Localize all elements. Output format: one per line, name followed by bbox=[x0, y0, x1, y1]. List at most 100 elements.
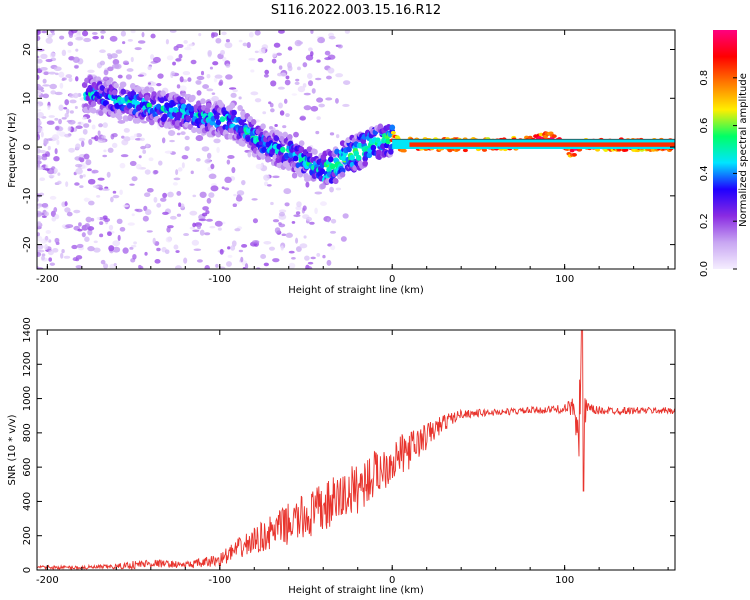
spectrogram-noise-blob bbox=[184, 135, 190, 141]
spectrogram-ridge-blob bbox=[144, 86, 150, 93]
spectrogram-noise-blob bbox=[131, 176, 138, 182]
spectrogram-noise-blob bbox=[75, 168, 83, 175]
spectrogram-ridge-blob bbox=[551, 134, 557, 138]
snr-x-tick-label: -200 bbox=[36, 575, 59, 586]
spectrogram-noise-blob bbox=[57, 172, 61, 176]
snr-y-tick-label: 0 bbox=[22, 567, 33, 573]
spectrogram-noise-blob bbox=[88, 200, 95, 206]
spectrogram-noise-blob bbox=[238, 96, 242, 100]
spectrogram-noise-blob bbox=[173, 45, 179, 51]
spectrogram-noise-blob bbox=[68, 93, 75, 98]
spectrogram-noise-blob bbox=[64, 133, 72, 138]
spectrogram-y-tick-label: -20 bbox=[22, 236, 33, 252]
spectrogram-noise-blob bbox=[74, 182, 80, 186]
spectrogram-noise-blob bbox=[157, 73, 164, 79]
spectrogram-noise-blob bbox=[270, 201, 274, 206]
spectrogram-ridge-blob bbox=[401, 148, 407, 153]
spectrogram-noise-blob bbox=[166, 226, 171, 233]
spectrogram-noise-blob bbox=[88, 138, 93, 145]
spectrogram-ridge-blob bbox=[542, 134, 548, 139]
spectrogram-noise-blob bbox=[220, 49, 225, 56]
spectrogram-noise-blob bbox=[162, 211, 169, 216]
spectrogram-ridge-blob bbox=[362, 160, 369, 167]
spectrogram-noise-blob bbox=[41, 215, 47, 218]
spectrogram-noise-blob bbox=[102, 76, 110, 82]
spectrogram-noise-blob bbox=[200, 70, 205, 76]
spectrogram-noise-blob bbox=[302, 62, 308, 68]
spectrogram-noise-blob bbox=[224, 42, 233, 49]
spectrogram-ridge-blob bbox=[273, 135, 280, 142]
spectrogram-noise-blob bbox=[269, 102, 274, 108]
spectrogram-noise-blob bbox=[112, 190, 117, 194]
snr-x-label: Height of straight line (km) bbox=[288, 585, 424, 596]
spectrogram-noise-blob bbox=[129, 135, 136, 141]
spectrogram-noise-blob bbox=[340, 236, 347, 242]
spectrogram-noise-blob bbox=[117, 74, 123, 79]
spectrogram-marks bbox=[37, 30, 675, 269]
spectrogram-noise-blob bbox=[68, 33, 74, 38]
spectrogram-noise-blob bbox=[201, 146, 210, 152]
spectrogram-ridge-blob bbox=[130, 83, 136, 90]
spectrogram-noise-blob bbox=[226, 159, 231, 165]
spectrogram-ridge-blob bbox=[162, 113, 168, 120]
spectrogram-noise-blob bbox=[305, 265, 313, 269]
spectrogram-noise-blob bbox=[49, 83, 58, 90]
spectrogram-ridge-blob bbox=[265, 156, 271, 163]
spectrogram-noise-blob bbox=[225, 39, 230, 43]
spectrogram-ridge-blob bbox=[346, 146, 352, 153]
spectrogram-ridge-blob bbox=[102, 100, 109, 107]
spectrogram-blobs bbox=[37, 30, 675, 269]
spectrogram-noise-blob bbox=[279, 110, 285, 116]
spectrogram-ridge-blob bbox=[215, 119, 222, 126]
spectrogram-noise-blob bbox=[183, 233, 190, 236]
spectrogram-noise-blob bbox=[213, 77, 218, 83]
spectrogram-noise-blob bbox=[99, 233, 104, 238]
spectrogram-noise-blob bbox=[262, 111, 267, 115]
spectrogram-noise-blob bbox=[314, 191, 323, 195]
spectrogram-noise-blob bbox=[98, 123, 103, 128]
spectrogram-noise-blob bbox=[108, 245, 115, 252]
spectrogram-noise-blob bbox=[41, 156, 48, 161]
spectrogram-noise-blob bbox=[42, 78, 47, 84]
spectrogram-noise-blob bbox=[170, 215, 177, 220]
spectrogram-noise-blob bbox=[148, 157, 154, 162]
spectrogram-noise-blob bbox=[335, 134, 340, 139]
spectrogram-noise-blob bbox=[65, 224, 74, 229]
spectrogram-noise-blob bbox=[189, 43, 194, 47]
spectrogram-noise-blob bbox=[120, 30, 126, 37]
spectrogram-noise-blob bbox=[121, 139, 129, 146]
spectrogram-noise-blob bbox=[234, 228, 241, 232]
spectrogram-ridge-blob bbox=[366, 152, 373, 159]
spectrogram-noise-blob bbox=[272, 52, 277, 58]
spectrogram-noise-blob bbox=[271, 58, 277, 64]
spectrogram-noise-blob bbox=[199, 191, 207, 198]
spectrogram-noise-blob bbox=[112, 194, 120, 199]
spectrogram-noise-blob bbox=[64, 207, 71, 213]
spectrogram-noise-blob bbox=[61, 248, 65, 254]
spectrogram-noise-blob bbox=[342, 213, 349, 219]
spectrogram-noise-blob bbox=[287, 65, 293, 72]
spectrogram-noise-blob bbox=[204, 265, 210, 269]
spectrogram-noise-blob bbox=[91, 124, 96, 130]
spectrogram-noise-blob bbox=[327, 67, 335, 74]
spectrogram-noise-blob bbox=[150, 33, 156, 39]
spectrogram-noise-blob bbox=[65, 74, 73, 79]
spectrogram-noise-blob bbox=[315, 77, 322, 81]
spectrogram-noise-blob bbox=[59, 82, 64, 89]
spectrogram-noise-blob bbox=[107, 66, 114, 72]
spectrogram-noise-blob bbox=[129, 246, 134, 250]
spectrogram-noise-blob bbox=[79, 185, 84, 188]
spectrogram-noise-blob bbox=[311, 88, 316, 94]
spectrogram-noise-blob bbox=[293, 131, 299, 138]
spectrogram-noise-blob bbox=[325, 97, 333, 101]
spectrogram-noise-blob bbox=[73, 34, 80, 38]
spectrogram-noise-blob bbox=[284, 79, 291, 86]
spectrogram-noise-blob bbox=[172, 61, 176, 66]
spectrogram-noise-blob bbox=[130, 244, 137, 248]
spectrogram-noise-blob bbox=[139, 137, 145, 142]
spectrogram-frame bbox=[36, 29, 676, 270]
spectrogram-noise-blob bbox=[196, 224, 202, 230]
spectrogram-noise-blob bbox=[82, 128, 88, 135]
spectrogram-noise-blob bbox=[295, 237, 299, 244]
